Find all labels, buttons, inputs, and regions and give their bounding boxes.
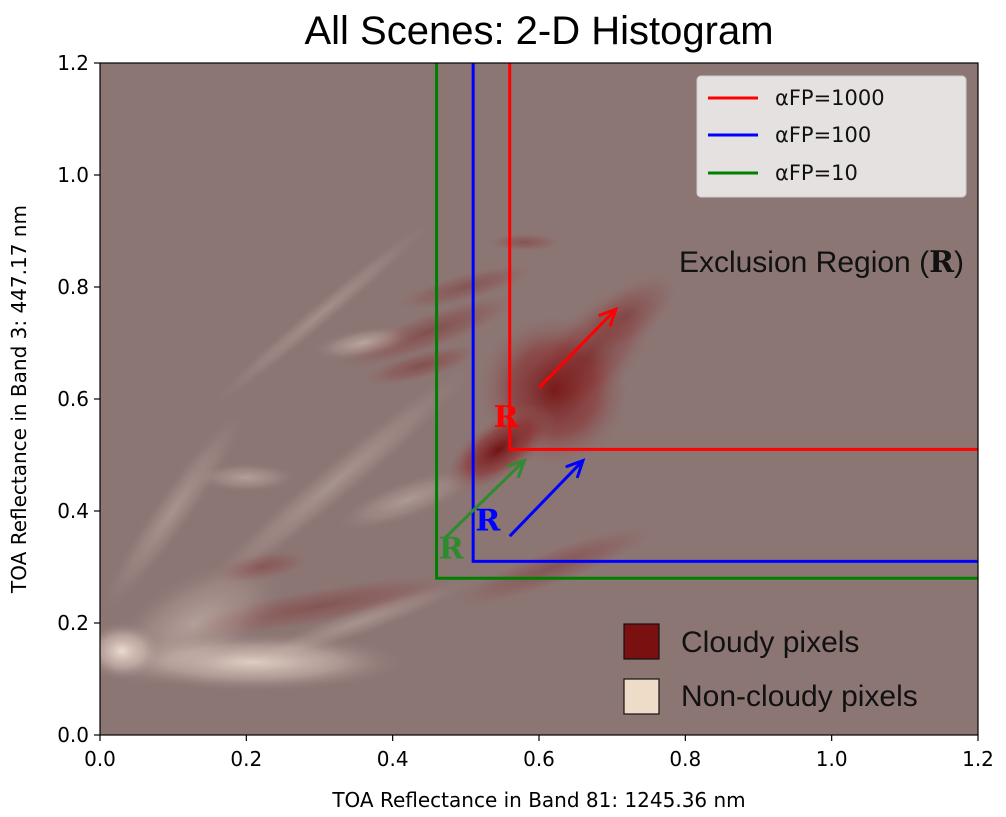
- cloudy-density-blob-7: [484, 232, 564, 253]
- non-cloudy-density-blob-20: [232, 575, 480, 671]
- threshold-lines: [435, 63, 978, 580]
- y-axis-label: TOA Reflectance in Band 3: 447.17 nm: [7, 205, 31, 594]
- arrow-shaft-0: [537, 308, 617, 389]
- x-tick-label-5: 1.0: [816, 747, 848, 771]
- cloudy-density-blob-6: [358, 342, 486, 388]
- arrow-head-2: [506, 458, 527, 479]
- y-tick-label-1: 0.2: [57, 611, 89, 635]
- y-tick-label-5: 1.0: [57, 163, 89, 187]
- cloudy-pixels-label: Cloudy pixels: [681, 626, 859, 659]
- non-cloudy-pixels-label: Non-cloudy pixels: [681, 680, 918, 713]
- non-cloudy-density-blob-18: [193, 462, 300, 493]
- cloudy-density-blob-3: [570, 269, 684, 361]
- legend-label-afp10: αFP=10: [775, 161, 858, 185]
- non-cloudy-density-blob-13: [100, 554, 290, 692]
- cloudy-density-blob-5: [389, 261, 543, 313]
- legend-label-afp1000: αFP=1000: [775, 86, 885, 110]
- non-cloudy-density-blob-15: [182, 355, 487, 611]
- x-axis-label: TOA Reflectance in Band 81: 1245.36 nm: [331, 788, 745, 812]
- threshold-line-0: [508, 63, 978, 451]
- y-tick-label-4: 0.8: [57, 275, 89, 299]
- legend: αFP=1000 αFP=100 αFP=10: [696, 75, 967, 198]
- y-tick-label-2: 0.4: [57, 499, 89, 523]
- non-cloudy-density-blob-17: [311, 325, 416, 361]
- threshold-line-2: [435, 63, 978, 580]
- y-tick-label-6: 1.2: [57, 51, 89, 75]
- non-cloudy-pixels-swatch: [623, 678, 660, 715]
- non-cloudy-density-blob-16: [198, 212, 441, 418]
- x-tick-label-1: 0.2: [230, 747, 262, 771]
- non-cloudy-density-blob-19: [332, 466, 482, 533]
- density-layer: [100, 212, 684, 693]
- region-label-1: R: [475, 504, 501, 539]
- arrow-shaft-1: [508, 459, 584, 538]
- chart-title: All Scenes: 2-D Histogram: [304, 9, 773, 53]
- annotations: RRR: [439, 306, 619, 567]
- exclusion-region-label: Exclusion Region (R): [679, 245, 964, 280]
- x-tick-label-3: 0.6: [523, 747, 555, 771]
- legend-box: [696, 75, 967, 198]
- non-cloudy-density-blob-14: [100, 402, 251, 620]
- axis-ticks: 0.0 0.2 0.4 0.6 0.8 1.0 1.2 0.0 0.2 0.4 0.6 0.8 1.0 1…: [57, 51, 994, 771]
- density-legend: Cloudy pixels Non-cloudy pixels: [623, 623, 918, 715]
- y-tick-label-0: 0.0: [57, 723, 89, 747]
- arrow-shaft-2: [442, 459, 526, 541]
- x-tick-label-2: 0.4: [377, 747, 409, 771]
- x-tick-label-4: 0.8: [669, 747, 701, 771]
- x-tick-label-0: 0.0: [84, 747, 116, 771]
- arrow-head-1: [565, 458, 586, 479]
- cloudy-density-blob-8: [442, 522, 666, 612]
- y-tick-label-3: 0.6: [57, 387, 89, 411]
- region-label-2: R: [439, 532, 465, 567]
- arrow-head-0: [598, 306, 619, 328]
- cloudy-pixels-swatch: [623, 623, 660, 660]
- region-label-0: R: [494, 400, 520, 435]
- threshold-line-1: [471, 63, 978, 563]
- legend-label-afp100: αFP=100: [775, 123, 871, 147]
- x-tick-label-6: 1.2: [962, 747, 994, 771]
